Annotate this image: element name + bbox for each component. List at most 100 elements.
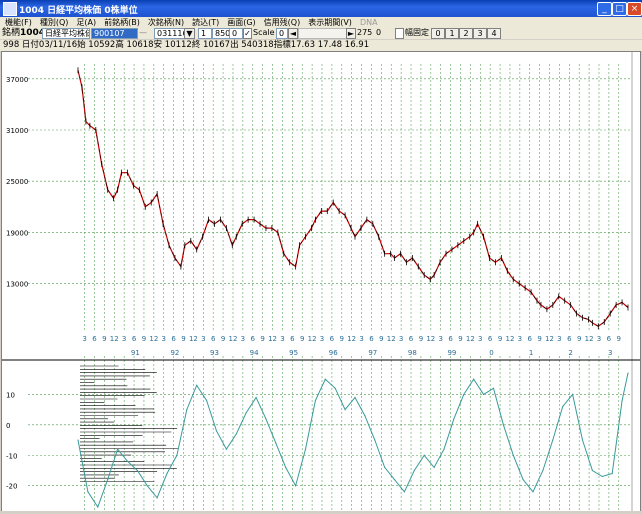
page-button-1[interactable]: 1 xyxy=(445,28,459,39)
to-date-dropdown[interactable]: ▼ xyxy=(184,28,195,39)
month-tick-label: 12 xyxy=(110,335,119,343)
indicator-point xyxy=(581,439,584,441)
month-tick-label: 6 xyxy=(567,335,572,343)
month-tick-label: 3 xyxy=(399,335,403,343)
month-tick-label: 3 xyxy=(597,335,601,343)
month-tick-label: 9 xyxy=(577,335,581,343)
indicator-point xyxy=(225,448,227,450)
menu-item-display-period[interactable]: 表示期間(V) xyxy=(308,18,352,27)
month-tick-label: 12 xyxy=(308,335,317,343)
indicator-point xyxy=(186,409,188,411)
month-tick-label: 6 xyxy=(211,335,216,343)
indicator-tick-label: 0 xyxy=(6,422,10,430)
indicator-point xyxy=(354,396,356,399)
year-tick-label: 1 xyxy=(529,349,533,357)
year-tick-label: 98 xyxy=(408,349,417,357)
fixed-width-checkbox[interactable] xyxy=(395,28,404,39)
scale-field[interactable]: 0 xyxy=(276,28,288,39)
month-tick-label: 9 xyxy=(300,335,304,343)
month-tick-label: 3 xyxy=(122,335,126,343)
indicator-point xyxy=(146,485,148,487)
scroll-left-button[interactable]: ◄ xyxy=(288,28,298,39)
num3-field[interactable]: 0 xyxy=(229,28,243,39)
month-tick-label: 12 xyxy=(585,335,594,343)
date-separator: — xyxy=(139,28,147,37)
year-tick-label: 92 xyxy=(170,349,179,357)
indicator-point xyxy=(542,469,544,472)
menu-item-screen[interactable]: 画面(G) xyxy=(227,18,256,27)
month-tick-label: 12 xyxy=(229,335,238,343)
indicator-point xyxy=(443,448,445,450)
month-tick-label: 12 xyxy=(466,335,475,343)
indicator-point xyxy=(196,384,198,386)
indicator-point xyxy=(552,439,554,441)
check-icon: ✓ xyxy=(244,29,251,38)
indicator-point xyxy=(166,472,168,475)
month-tick-label: 6 xyxy=(251,335,256,343)
price-tick-label: 37000 xyxy=(6,76,28,84)
month-tick-label: 12 xyxy=(268,335,277,343)
code-label: 銘柄 xyxy=(2,28,21,38)
menu-item-bar[interactable]: 足(A) xyxy=(76,18,97,27)
month-tick-label: 3 xyxy=(280,335,284,343)
month-tick-label: 6 xyxy=(132,335,137,343)
indicator-point xyxy=(275,442,277,444)
menu-item-function[interactable]: 機能(F) xyxy=(5,18,32,27)
indicator-point xyxy=(235,433,237,435)
month-tick-label: 6 xyxy=(369,335,374,343)
month-tick-label: 3 xyxy=(241,335,245,343)
year-tick-label: 0 xyxy=(489,349,493,357)
month-tick-label: 3 xyxy=(478,335,482,343)
indicator-point xyxy=(384,466,386,469)
maximize-button[interactable]: □ xyxy=(612,2,627,16)
scale-checkbox[interactable]: ✓ xyxy=(243,28,252,39)
close-button[interactable]: × xyxy=(627,2,642,16)
page-button-2[interactable]: 2 xyxy=(459,28,473,39)
title-bar: 1004 日経平均株価 0株単位 _ □ × xyxy=(0,0,642,17)
to-date-field[interactable]: 031116 xyxy=(154,28,186,39)
page-button-3[interactable]: 3 xyxy=(473,28,487,39)
indicator-point xyxy=(621,399,623,402)
page-button-4[interactable]: 4 xyxy=(487,28,501,39)
month-tick-label: 3 xyxy=(518,335,522,343)
price-line-series xyxy=(77,70,629,328)
indicator-point xyxy=(403,491,406,493)
indicator-point xyxy=(393,478,396,481)
scroll-track[interactable] xyxy=(298,28,348,39)
menu-item-dna[interactable]: DNA xyxy=(359,18,378,27)
scroll-right-button[interactable]: ► xyxy=(346,28,356,39)
year-tick-label: 97 xyxy=(368,349,377,357)
name-field[interactable]: 日経平均株価 xyxy=(42,28,90,39)
scale-label: Scale xyxy=(253,28,275,37)
menu-item-type[interactable]: 種別(Q) xyxy=(39,18,69,27)
month-tick-label: 3 xyxy=(557,335,561,343)
year-tick-label: 91 xyxy=(131,349,140,357)
from-date-field[interactable]: 900107 xyxy=(91,28,138,39)
indicator-point xyxy=(255,396,257,399)
month-tick-label: 6 xyxy=(330,335,335,343)
num1-field[interactable]: 1 xyxy=(198,28,212,39)
month-tick-label: 9 xyxy=(102,335,106,343)
page-button-0[interactable]: 0 xyxy=(431,28,445,39)
month-tick-label: 9 xyxy=(537,335,541,343)
month-tick-label: 6 xyxy=(290,335,295,343)
menu-item-next-stock[interactable]: 次銘柄(N) xyxy=(147,18,185,27)
indicator-point xyxy=(611,472,613,475)
chart-svg: 3 6 9 12 3 6 9 12 3 6 9 12 3 6 9 12 3 6 9 12 3 6 9 12 3 6 9 12 3 6 9 12… xyxy=(2,52,640,512)
indicator-point xyxy=(423,454,425,456)
month-tick-label: 9 xyxy=(379,335,383,343)
indicator-point xyxy=(453,418,455,420)
menu-item-prev-stock[interactable]: 前銘柄(B) xyxy=(104,18,140,27)
minimize-button[interactable]: _ xyxy=(597,2,612,16)
price-candle-overlay xyxy=(77,70,629,327)
num2-field[interactable]: 850 xyxy=(212,28,230,39)
menu-item-margin[interactable]: 信用残(Q) xyxy=(263,18,301,27)
price-tick-label: 25000 xyxy=(6,178,28,186)
menu-item-load[interactable]: 読込(T) xyxy=(192,18,220,27)
month-tick-label: 9 xyxy=(142,335,146,343)
indicator-point xyxy=(482,393,485,396)
chart-area[interactable]: 3 6 9 12 3 6 9 12 3 6 9 12 3 6 9 12 3 6 9 12 3 6 9 12 3 6 9 12 3 6 9 12… xyxy=(1,51,641,513)
app-icon xyxy=(3,2,17,16)
scroll-value-2: 0 xyxy=(376,28,382,37)
indicator-point xyxy=(97,506,99,508)
